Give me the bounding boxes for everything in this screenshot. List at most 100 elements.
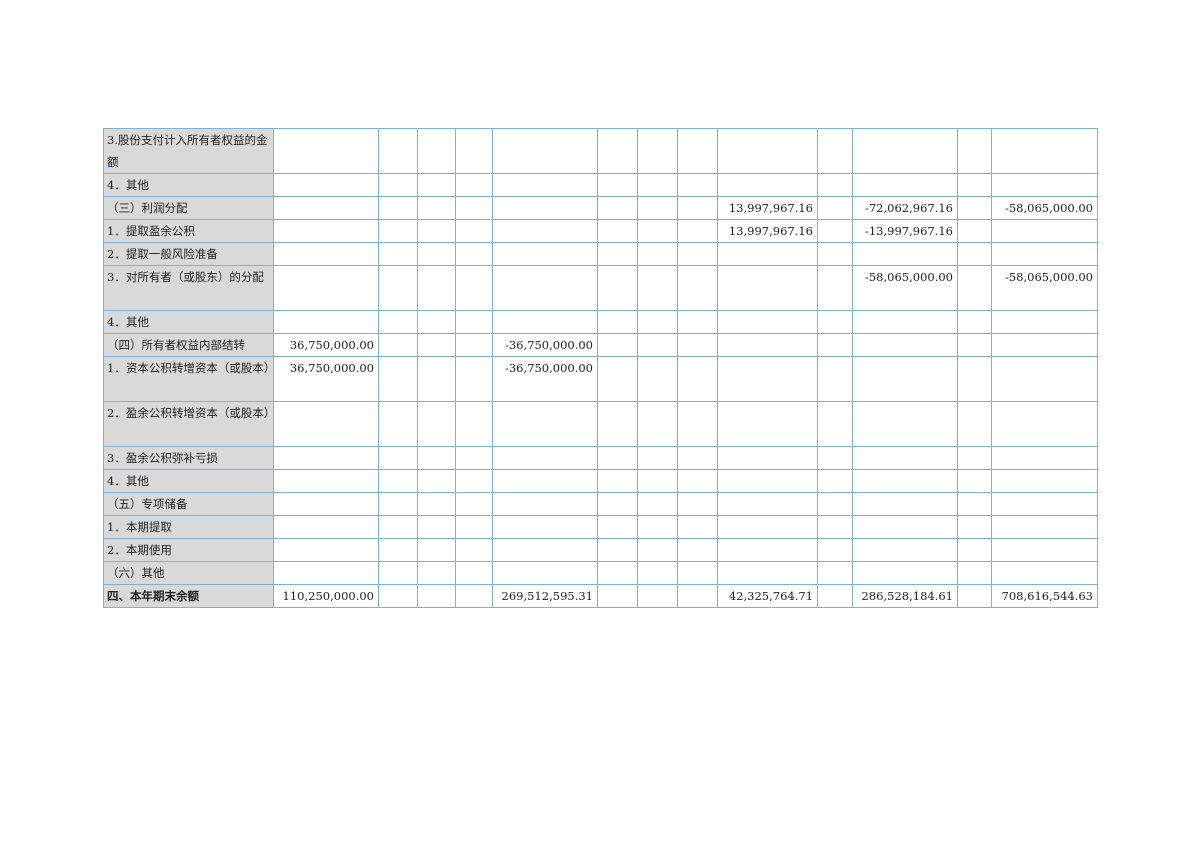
row-label: 4．其他: [103, 310, 274, 334]
table-cell: [273, 538, 379, 562]
table-cell: [957, 469, 992, 493]
table-cell: [273, 219, 379, 243]
table-cell: [852, 310, 958, 334]
table-cell: [817, 401, 853, 447]
table-cell: [492, 242, 598, 266]
table-cell: [677, 584, 718, 608]
table-cell: [991, 401, 1098, 447]
table-cell: -58,065,000.00: [991, 265, 1098, 311]
table-cell: [273, 173, 379, 197]
table-cell: [817, 356, 853, 402]
table-cell: [677, 219, 718, 243]
table-cell: [273, 469, 379, 493]
table-cell: [637, 561, 678, 585]
table-cell: [417, 219, 456, 243]
table-cell: [417, 492, 456, 516]
table-cell: -58,065,000.00: [852, 265, 958, 311]
table-row: 3．对所有者（或股东）的分配 -58,065,000.00 -58,065,000.…: [103, 265, 1098, 311]
table-cell: [492, 265, 598, 311]
table-cell: [378, 515, 418, 539]
table-cell: [378, 401, 418, 447]
table-cell: [852, 469, 958, 493]
table-cell: [817, 584, 853, 608]
table-cell: [273, 128, 379, 174]
table-cell: [597, 242, 638, 266]
row-label: 2．盈余公积转增资本（或股本）: [103, 401, 274, 447]
table-cell: [852, 515, 958, 539]
table-cell: [817, 196, 853, 220]
table-cell: [817, 128, 853, 174]
row-label: 2．本期使用: [103, 538, 274, 562]
table-cell: [957, 128, 992, 174]
row-label: 1．本期提取: [103, 515, 274, 539]
table-cell: [455, 333, 493, 357]
table-cell: [492, 446, 598, 470]
table-cell: 36,750,000.00: [273, 356, 379, 402]
table-cell: [492, 196, 598, 220]
table-cell: [817, 333, 853, 357]
table-cell: [852, 333, 958, 357]
table-cell: -36,750,000.00: [492, 356, 598, 402]
table-cell: [637, 196, 678, 220]
table-cell: [717, 492, 818, 516]
row-label: 4．其他: [103, 173, 274, 197]
table-cell: [273, 561, 379, 585]
table-cell: [717, 333, 818, 357]
table-cell: [852, 242, 958, 266]
row-label: 2．提取一般风险准备: [103, 242, 274, 266]
table-cell: [597, 173, 638, 197]
table-cell: [417, 401, 456, 447]
table-cell: [492, 401, 598, 447]
table-cell: [492, 219, 598, 243]
table-cell: [817, 469, 853, 493]
row-label: （五）专项储备: [103, 492, 274, 516]
table-cell: [492, 173, 598, 197]
table-cell: [378, 469, 418, 493]
table-cell: [677, 128, 718, 174]
table-row: 2．本期使用: [103, 538, 1098, 562]
table-cell: [717, 538, 818, 562]
table-cell: [597, 333, 638, 357]
table-cell: [417, 515, 456, 539]
table-cell: [991, 219, 1098, 243]
table-cell: [492, 538, 598, 562]
table-cell: [717, 310, 818, 334]
table-cell: [637, 173, 678, 197]
table-cell: [273, 196, 379, 220]
table-cell: [817, 173, 853, 197]
table-cell: [455, 515, 493, 539]
table-cell: [378, 584, 418, 608]
row-label: （六）其他: [103, 561, 274, 585]
table-cell: [957, 333, 992, 357]
table-cell: 708,616,544.63: [991, 584, 1098, 608]
table-cell: [597, 538, 638, 562]
table-cell: [417, 356, 456, 402]
table-cell: [677, 310, 718, 334]
table-cell: [677, 265, 718, 311]
table-cell: [991, 538, 1098, 562]
table-cell: [957, 242, 992, 266]
table-cell: [273, 401, 379, 447]
table-cell: [852, 356, 958, 402]
table-row: （六）其他: [103, 561, 1098, 585]
table-cell: [817, 492, 853, 516]
table-cell: [991, 561, 1098, 585]
table-cell: [378, 446, 418, 470]
table-cell: [677, 515, 718, 539]
table-cell: [637, 515, 678, 539]
table-cell: [717, 515, 818, 539]
table-cell: [852, 173, 958, 197]
table-cell: [991, 515, 1098, 539]
table-cell: [378, 219, 418, 243]
table-cell: [991, 173, 1098, 197]
row-label: （三）利润分配: [103, 196, 274, 220]
table-cell: [852, 561, 958, 585]
table-cell: [637, 265, 678, 311]
table-cell: [957, 584, 992, 608]
table-cell: [417, 310, 456, 334]
table-cell: [597, 128, 638, 174]
table-cell: 42,325,764.71: [717, 584, 818, 608]
table-cell: [717, 561, 818, 585]
table-row: 1．提取盈余公积 13,997,967.16 -13,997,967.16: [103, 219, 1098, 243]
table-cell: -36,750,000.00: [492, 333, 598, 357]
